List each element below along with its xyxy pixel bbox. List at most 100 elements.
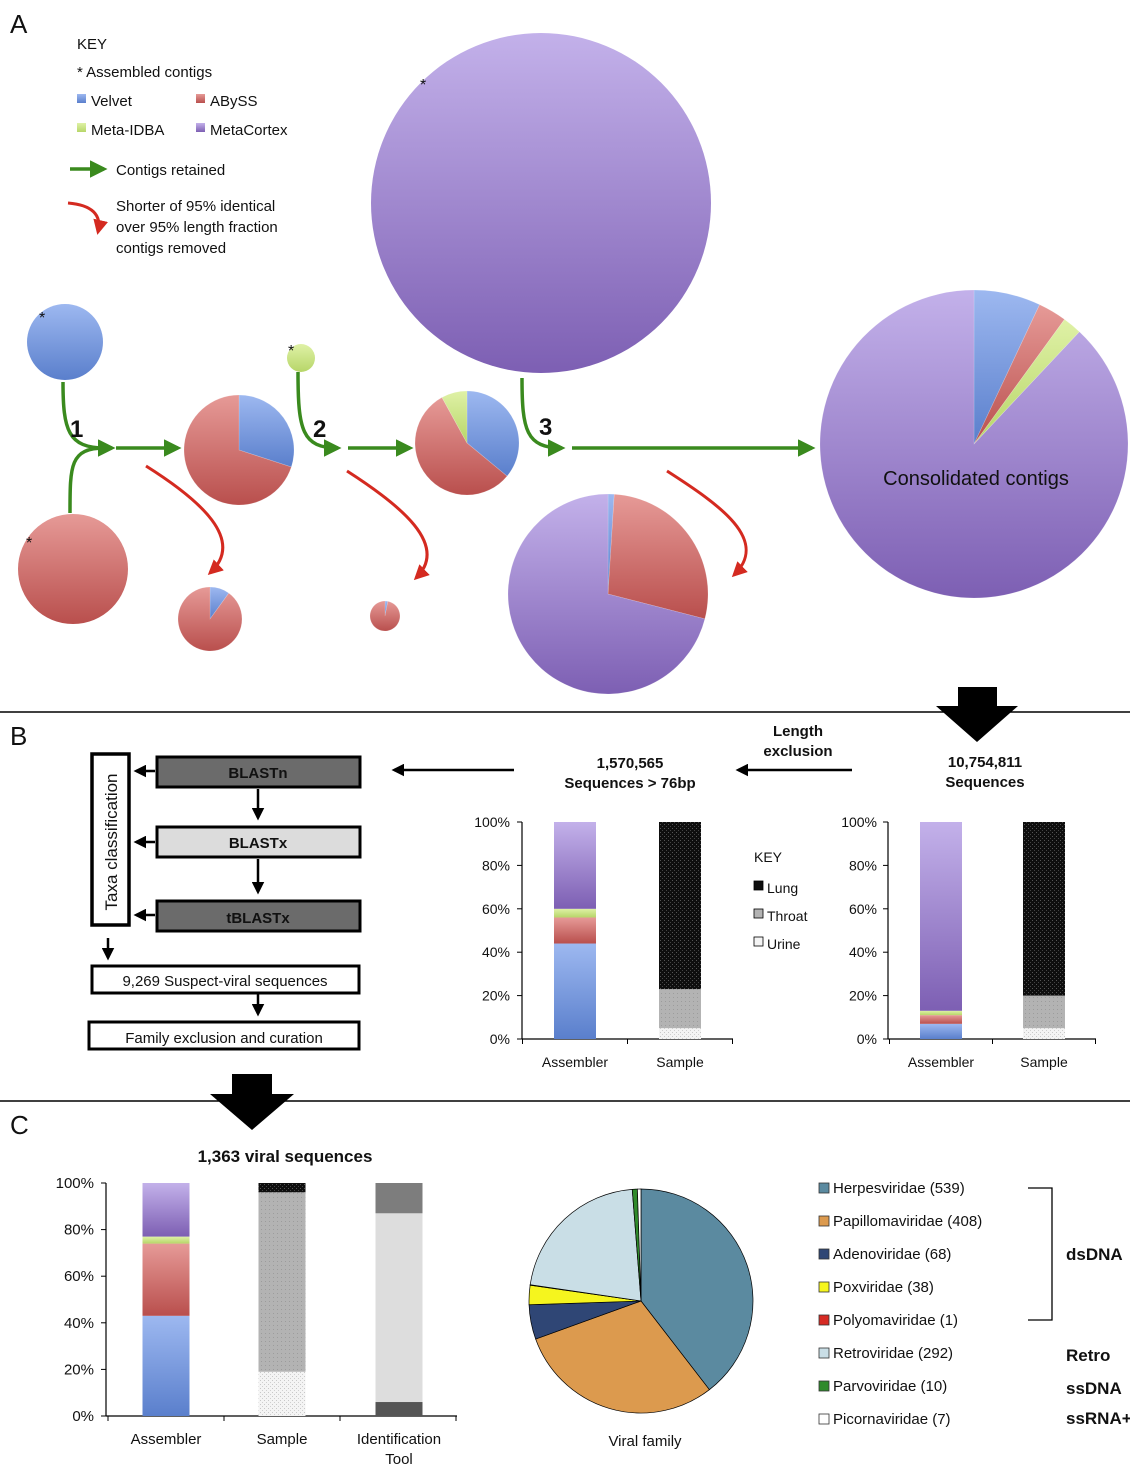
y-tick-label: 100% <box>841 814 877 830</box>
b-key-swatch-lung <box>753 880 764 891</box>
y-tick-label: 40% <box>64 1315 94 1332</box>
step-3-label: 3 <box>539 414 552 441</box>
key-red-arrow-icon <box>67 201 108 235</box>
bar-tblastx <box>375 1183 423 1214</box>
arrow-abyss-up <box>68 446 106 514</box>
pie-step3-removed <box>507 493 709 695</box>
slice-metaidba <box>973 318 1080 445</box>
taxa-classification-label: Taxa classification <box>102 773 121 910</box>
panel-b: B Taxa classification BLASTn BLASTx tBLA… <box>10 721 1096 1070</box>
big-arrow-down-b-c-icon <box>210 1074 294 1130</box>
legend-swatch-herpes <box>818 1182 830 1194</box>
family-exclusion-box <box>87 1020 361 1051</box>
slice-metacortex <box>507 493 706 695</box>
legend-swatch-pox <box>818 1281 830 1293</box>
suspect-viral-box <box>90 964 361 995</box>
bar-meta-idba <box>142 1236 190 1244</box>
key-removed-line1: Shorter of 95% identical <box>116 198 275 215</box>
group-dsdna: dsDNA <box>1066 1245 1123 1264</box>
key-removed-line3: contigs removed <box>116 240 226 257</box>
key-swatch-metacortex <box>196 123 205 132</box>
y-tick-label: 100% <box>474 814 510 830</box>
slice-velvet <box>209 586 230 620</box>
key-contigs-retained: Contigs retained <box>116 162 225 179</box>
key-swatch-abyss <box>196 94 205 103</box>
y-tick-label: 60% <box>849 901 877 917</box>
key-removed-line2: over 95% length fraction <box>116 219 278 236</box>
bar-meta-idba <box>554 908 596 918</box>
bar-abyss <box>554 917 596 944</box>
b-key-lung: Lung <box>767 880 798 896</box>
group-ssdna: ssDNA <box>1066 1379 1122 1398</box>
seqall-count: 10,754,811 <box>948 754 1022 771</box>
length-exclusion-line2: exclusion <box>763 743 832 760</box>
key-title: KEY <box>77 36 107 53</box>
pie-step1-merged <box>183 394 295 506</box>
pie-velvet-contigs <box>27 304 103 380</box>
green-flow-arrows <box>61 371 816 514</box>
step-1-label: 1 <box>70 416 83 443</box>
bar-lung <box>258 1183 306 1193</box>
key-metaidba: Meta-IDBA <box>91 122 164 139</box>
arrow-metaidba-down <box>296 371 342 457</box>
y-tick-label: 80% <box>849 857 877 873</box>
slice-velvet <box>466 390 520 477</box>
panel-c-title: 1,363 viral sequences <box>198 1147 373 1166</box>
y-tick-label: 0% <box>72 1408 94 1425</box>
slice-velvet <box>27 304 103 380</box>
pie-slice-retro <box>529 1188 642 1302</box>
seq76-count: 1,570,565 <box>597 755 664 772</box>
bar-lung <box>1023 822 1065 996</box>
red-removal-arrows <box>145 464 748 581</box>
slice-abyss <box>369 600 401 632</box>
x-category-label: Assembler <box>908 1054 974 1070</box>
bar-abyss <box>920 1015 962 1024</box>
x-category-label: Sample <box>257 1431 308 1448</box>
bar-urine <box>659 1028 701 1039</box>
chart-b-filtered: 100% 80% 60% 40% 20% 0% Assembler Sample <box>474 814 733 1070</box>
legend-label-adeno: Adenoviridae (68) <box>833 1246 951 1263</box>
arrow-removed-step1 <box>145 464 225 576</box>
slice-abyss <box>183 394 292 506</box>
panel-a-letter: A <box>10 9 28 39</box>
bar-metacortex <box>554 822 596 909</box>
y-tick-label: 20% <box>849 988 877 1004</box>
b-key-throat: Throat <box>767 908 808 924</box>
y-tick-label: 0% <box>857 1031 877 1047</box>
suspect-viral-label: 9,269 Suspect-viral sequences <box>122 973 327 990</box>
slice-abyss <box>18 514 128 624</box>
panel-b-letter: B <box>10 721 27 751</box>
consolidated-contigs-label: Consolidated contigs <box>883 468 1069 490</box>
tblastx-label: tBLASTx <box>226 910 290 927</box>
x-category-label: Sample <box>1020 1054 1068 1070</box>
family-exclusion-label: Family exclusion and curation <box>125 1030 323 1047</box>
key-velvet: Velvet <box>91 93 133 110</box>
viral-family-legend: Herpesviridae (539) Papillomaviridae (408… <box>818 1180 982 1428</box>
arrow-metacortex-down <box>520 377 566 457</box>
bar-velvet <box>142 1315 190 1416</box>
y-tick-label: 80% <box>482 857 510 873</box>
slice-metacortex <box>819 289 1129 599</box>
slice-metaidba <box>287 344 315 372</box>
y-tick-label: 100% <box>56 1175 94 1192</box>
bar-urine <box>1023 1028 1065 1039</box>
y-tick-label: 20% <box>482 988 510 1004</box>
y-tick-label: 0% <box>490 1031 510 1047</box>
slice-velvet <box>973 289 1040 445</box>
panel-c-letter: C <box>10 1110 29 1140</box>
pie-metacortex-contigs <box>371 33 711 373</box>
x-category-label: Tool <box>385 1451 413 1466</box>
x-category-label: Sample <box>656 1054 704 1070</box>
length-exclusion-line1: Length <box>773 723 823 740</box>
asterisk-metacortex: * <box>420 77 426 94</box>
legend-label-parvo: Parvoviridae (10) <box>833 1378 947 1395</box>
asterisk-abyss: * <box>26 535 32 552</box>
legend-label-picorna: Picornaviridae (7) <box>833 1411 951 1428</box>
seq76-label: Sequences > 76bp <box>564 775 695 792</box>
legend-swatch-parvo <box>818 1380 830 1392</box>
panel-a: A KEY * Assembled contigs Velvet ABySS M… <box>10 9 1129 695</box>
slice-abyss <box>973 304 1065 445</box>
y-tick-label: 80% <box>64 1222 94 1239</box>
bar-blastn <box>375 1402 423 1416</box>
blastn-box <box>155 755 362 789</box>
